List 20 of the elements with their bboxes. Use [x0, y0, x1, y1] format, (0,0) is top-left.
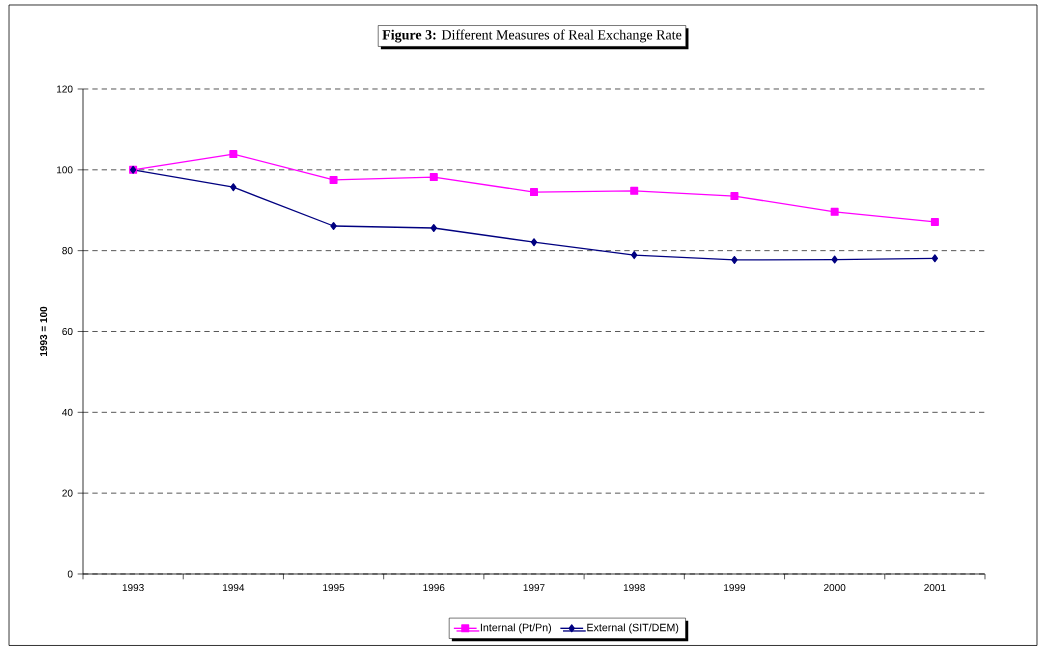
x-tick-label: 1997 — [523, 584, 545, 592]
y-tick-label: 80 — [62, 247, 73, 255]
x-tick-label: 2001 — [924, 584, 946, 592]
chart-title: Figure 3: Different Measures of Real Exchange Rate — [382, 29, 682, 43]
x-tick-label: 1993 — [122, 584, 144, 592]
y-axis-title: 1993 = 100 — [40, 306, 48, 357]
x-tick-label: 1995 — [323, 584, 345, 592]
y-tick-label: 60 — [62, 327, 73, 336]
y-tick-label: 100 — [57, 166, 73, 174]
legend-label: External (SIT/DEM) — [587, 623, 679, 634]
x-tick-label: 1998 — [623, 584, 645, 592]
y-tick-label: 40 — [62, 408, 73, 416]
y-tick-label: 0 — [67, 570, 73, 578]
x-tick-label: 1996 — [423, 584, 445, 592]
x-tick-label: 1999 — [724, 584, 746, 592]
x-tick-label: 2000 — [824, 584, 846, 592]
legend-label: Internal (Pt/Pn) — [480, 623, 551, 634]
y-tick-label: 20 — [62, 489, 73, 497]
x-tick-label: 1994 — [222, 584, 245, 592]
y-tick-label: 120 — [57, 85, 73, 93]
